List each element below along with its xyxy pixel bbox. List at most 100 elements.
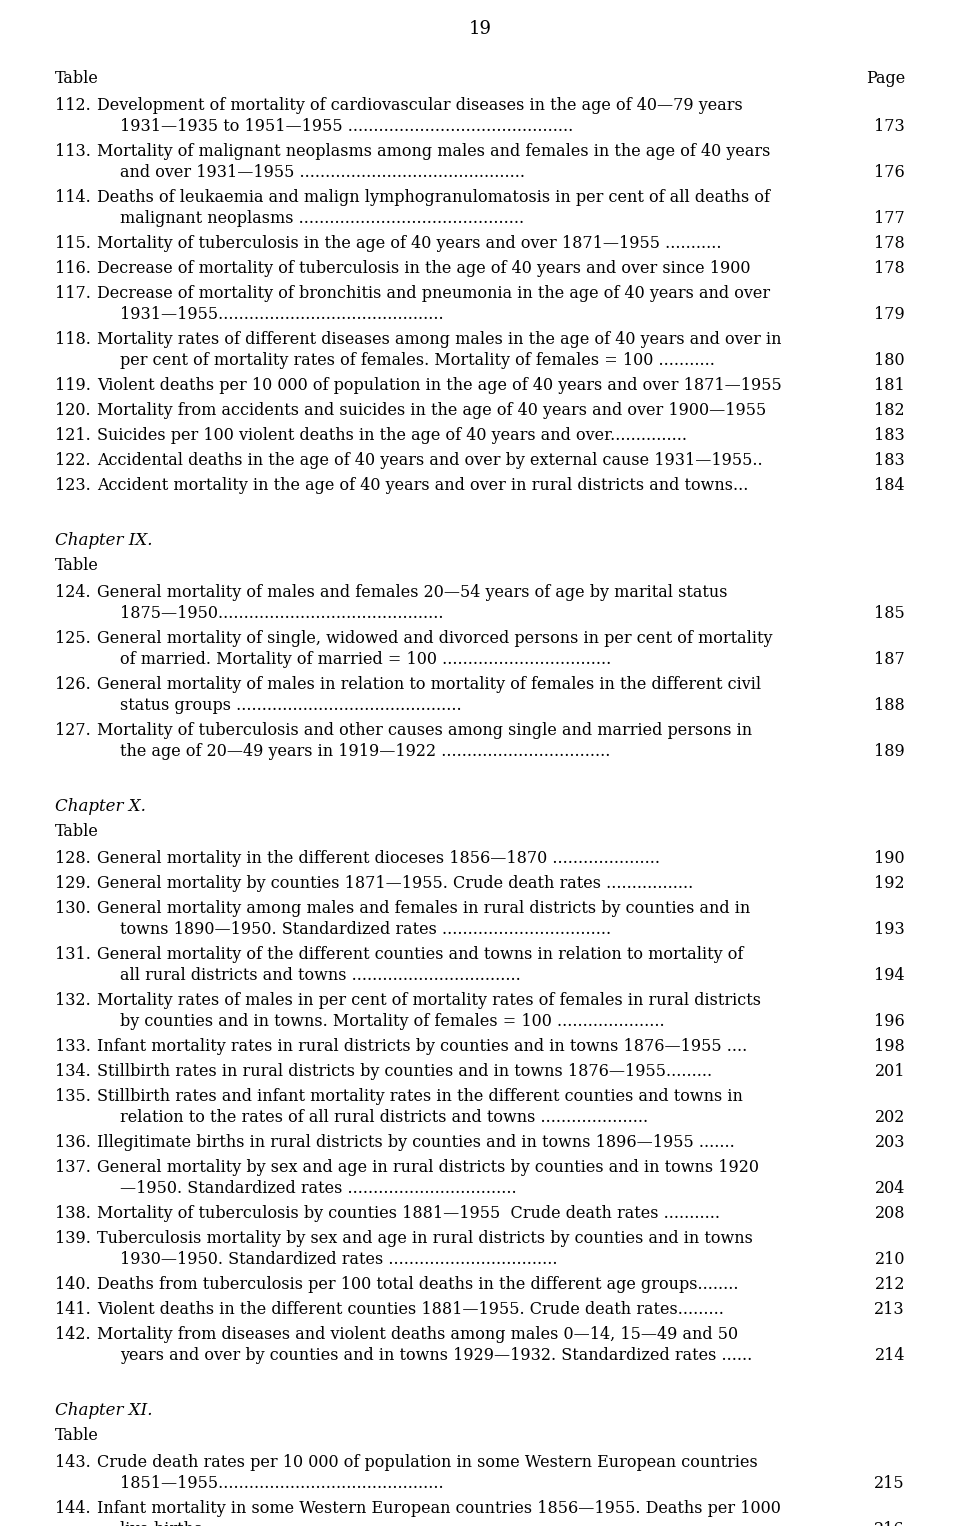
Text: 212: 212 bbox=[875, 1276, 905, 1293]
Text: 194: 194 bbox=[875, 967, 905, 984]
Text: 126.: 126. bbox=[55, 676, 91, 693]
Text: Chapter X.: Chapter X. bbox=[55, 798, 146, 815]
Text: 139.: 139. bbox=[55, 1230, 91, 1247]
Text: 131.: 131. bbox=[55, 946, 91, 963]
Text: 184: 184 bbox=[875, 478, 905, 494]
Text: 192: 192 bbox=[875, 874, 905, 893]
Text: 123.: 123. bbox=[55, 478, 91, 494]
Text: 140.: 140. bbox=[55, 1276, 90, 1293]
Text: Decrease of mortality of bronchitis and pneumonia in the age of 40 years and ove: Decrease of mortality of bronchitis and … bbox=[97, 285, 770, 302]
Text: 203: 203 bbox=[875, 1134, 905, 1151]
Text: years and over by counties and in towns 1929—1932. Standardized rates ......: years and over by counties and in towns … bbox=[120, 1347, 753, 1364]
Text: 1931—1955............................................: 1931—1955...............................… bbox=[120, 307, 444, 324]
Text: 120.: 120. bbox=[55, 401, 90, 420]
Text: Infant mortality in some Western European countries 1856—1955. Deaths per 1000: Infant mortality in some Western Europea… bbox=[97, 1500, 780, 1517]
Text: 1931—1935 to 1951—1955 ............................................: 1931—1935 to 1951—1955 .................… bbox=[120, 118, 573, 134]
Text: Accident mortality in the age of 40 years and over in rural districts and towns.: Accident mortality in the age of 40 year… bbox=[97, 478, 749, 494]
Text: Mortality of tuberculosis by counties 1881—1955  Crude death rates ...........: Mortality of tuberculosis by counties 18… bbox=[97, 1206, 720, 1222]
Text: 117.: 117. bbox=[55, 285, 91, 302]
Text: Mortality from diseases and violent deaths among males 0—14, 15—49 and 50: Mortality from diseases and violent deat… bbox=[97, 1326, 738, 1343]
Text: 121.: 121. bbox=[55, 427, 91, 444]
Text: Development of mortality of cardiovascular diseases in the age of 40—79 years: Development of mortality of cardiovascul… bbox=[97, 98, 743, 114]
Text: status groups ............................................: status groups ..........................… bbox=[120, 697, 462, 714]
Text: Table: Table bbox=[55, 557, 99, 574]
Text: Stillbirth rates in rural districts by counties and in towns 1876—1955.........: Stillbirth rates in rural districts by c… bbox=[97, 1064, 712, 1080]
Text: General mortality by counties 1871—1955. Crude death rates .................: General mortality by counties 1871—1955.… bbox=[97, 874, 693, 893]
Text: 129.: 129. bbox=[55, 874, 91, 893]
Text: —1950. Standardized rates .................................: —1950. Standardized rates ..............… bbox=[120, 1180, 516, 1196]
Text: Mortality of malignant neoplasms among males and females in the age of 40 years: Mortality of malignant neoplasms among m… bbox=[97, 143, 770, 160]
Text: 112.: 112. bbox=[55, 98, 91, 114]
Text: 204: 204 bbox=[875, 1180, 905, 1196]
Text: 189: 189 bbox=[875, 743, 905, 760]
Text: 180: 180 bbox=[875, 353, 905, 369]
Text: 113.: 113. bbox=[55, 143, 91, 160]
Text: 116.: 116. bbox=[55, 259, 91, 278]
Text: Page: Page bbox=[866, 70, 905, 87]
Text: 208: 208 bbox=[875, 1206, 905, 1222]
Text: Mortality rates of different diseases among males in the age of 40 years and ove: Mortality rates of different diseases am… bbox=[97, 331, 781, 348]
Text: 141.: 141. bbox=[55, 1302, 91, 1318]
Text: 114.: 114. bbox=[55, 189, 91, 206]
Text: 176: 176 bbox=[875, 163, 905, 182]
Text: 144.: 144. bbox=[55, 1500, 90, 1517]
Text: 198: 198 bbox=[875, 1038, 905, 1054]
Text: 178: 178 bbox=[875, 235, 905, 252]
Text: Table: Table bbox=[55, 70, 99, 87]
Text: 201: 201 bbox=[875, 1064, 905, 1080]
Text: 138.: 138. bbox=[55, 1206, 91, 1222]
Text: 135.: 135. bbox=[55, 1088, 91, 1105]
Text: 128.: 128. bbox=[55, 850, 91, 867]
Text: 1930—1950. Standardized rates .................................: 1930—1950. Standardized rates ..........… bbox=[120, 1251, 558, 1268]
Text: of married. Mortality of married = 100 .................................: of married. Mortality of married = 100 .… bbox=[120, 652, 612, 668]
Text: Deaths of leukaemia and malign lymphogranulomatosis in per cent of all deaths of: Deaths of leukaemia and malign lymphogra… bbox=[97, 189, 770, 206]
Text: 122.: 122. bbox=[55, 452, 90, 468]
Text: 179: 179 bbox=[875, 307, 905, 324]
Text: 1875—1950............................................: 1875—1950...............................… bbox=[120, 604, 444, 623]
Text: Chapter IX.: Chapter IX. bbox=[55, 533, 153, 549]
Text: 136.: 136. bbox=[55, 1134, 91, 1151]
Text: relation to the rates of all rural districts and towns .....................: relation to the rates of all rural distr… bbox=[120, 1109, 648, 1126]
Text: 132.: 132. bbox=[55, 992, 91, 1009]
Text: General mortality of males and females 20—54 years of age by marital status: General mortality of males and females 2… bbox=[97, 584, 728, 601]
Text: General mortality by sex and age in rural districts by counties and in towns 192: General mortality by sex and age in rura… bbox=[97, 1160, 759, 1177]
Text: by counties and in towns. Mortality of females = 100 .....................: by counties and in towns. Mortality of f… bbox=[120, 1013, 664, 1030]
Text: Infant mortality rates in rural districts by counties and in towns 1876—1955 ...: Infant mortality rates in rural district… bbox=[97, 1038, 747, 1054]
Text: 215: 215 bbox=[875, 1476, 905, 1492]
Text: 115.: 115. bbox=[55, 235, 91, 252]
Text: General mortality of the different counties and towns in relation to mortality o: General mortality of the different count… bbox=[97, 946, 743, 963]
Text: 190: 190 bbox=[875, 850, 905, 867]
Text: 124.: 124. bbox=[55, 584, 90, 601]
Text: per cent of mortality rates of females. Mortality of females = 100 ...........: per cent of mortality rates of females. … bbox=[120, 353, 715, 369]
Text: 127.: 127. bbox=[55, 722, 91, 739]
Text: 134.: 134. bbox=[55, 1064, 91, 1080]
Text: towns 1890—1950. Standardized rates .................................: towns 1890—1950. Standardized rates ....… bbox=[120, 922, 612, 938]
Text: Mortality from accidents and suicides in the age of 40 years and over 1900—1955: Mortality from accidents and suicides in… bbox=[97, 401, 766, 420]
Text: 193: 193 bbox=[875, 922, 905, 938]
Text: the age of 20—49 years in 1919—1922 .................................: the age of 20—49 years in 1919—1922 ....… bbox=[120, 743, 611, 760]
Text: 187: 187 bbox=[875, 652, 905, 668]
Text: Accidental deaths in the age of 40 years and over by external cause 1931—1955..: Accidental deaths in the age of 40 years… bbox=[97, 452, 762, 468]
Text: Mortality of tuberculosis in the age of 40 years and over 1871—1955 ...........: Mortality of tuberculosis in the age of … bbox=[97, 235, 722, 252]
Text: Table: Table bbox=[55, 823, 99, 839]
Text: Tuberculosis mortality by sex and age in rural districts by counties and in town: Tuberculosis mortality by sex and age in… bbox=[97, 1230, 753, 1247]
Text: 130.: 130. bbox=[55, 900, 91, 917]
Text: 143.: 143. bbox=[55, 1454, 91, 1471]
Text: 185: 185 bbox=[875, 604, 905, 623]
Text: Illegitimate births in rural districts by counties and in towns 1896—1955 ......: Illegitimate births in rural districts b… bbox=[97, 1134, 734, 1151]
Text: Deaths from tuberculosis per 100 total deaths in the different age groups.......: Deaths from tuberculosis per 100 total d… bbox=[97, 1276, 738, 1293]
Text: Violent deaths in the different counties 1881—1955. Crude death rates.........: Violent deaths in the different counties… bbox=[97, 1302, 724, 1318]
Text: General mortality of males in relation to mortality of females in the different : General mortality of males in relation t… bbox=[97, 676, 761, 693]
Text: General mortality of single, widowed and divorced persons in per cent of mortali: General mortality of single, widowed and… bbox=[97, 630, 773, 647]
Text: Violent deaths per 10 000 of population in the age of 40 years and over 1871—195: Violent deaths per 10 000 of population … bbox=[97, 377, 781, 394]
Text: Table: Table bbox=[55, 1427, 99, 1444]
Text: 214: 214 bbox=[875, 1347, 905, 1364]
Text: 183: 183 bbox=[875, 452, 905, 468]
Text: live births ............................................: live births ............................… bbox=[120, 1521, 433, 1526]
Text: Chapter XI.: Chapter XI. bbox=[55, 1402, 153, 1419]
Text: 210: 210 bbox=[875, 1251, 905, 1268]
Text: 1851—1955............................................: 1851—1955...............................… bbox=[120, 1476, 444, 1492]
Text: 173: 173 bbox=[875, 118, 905, 134]
Text: Stillbirth rates and infant mortality rates in the different counties and towns : Stillbirth rates and infant mortality ra… bbox=[97, 1088, 743, 1105]
Text: 182: 182 bbox=[875, 401, 905, 420]
